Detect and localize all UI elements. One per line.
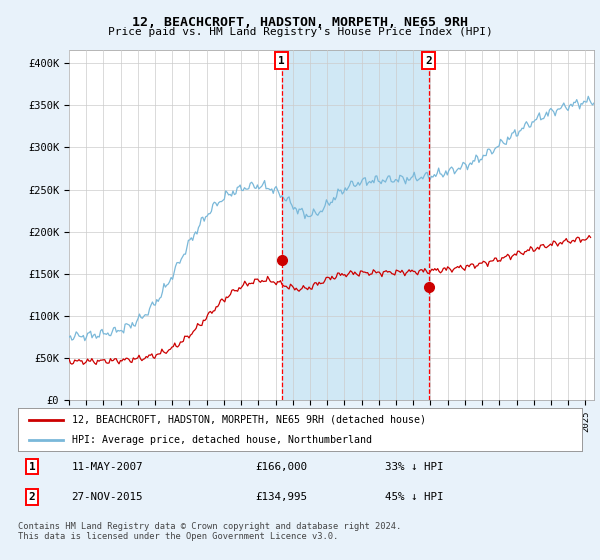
Text: 33% ↓ HPI: 33% ↓ HPI: [385, 461, 443, 472]
Text: 27-NOV-2015: 27-NOV-2015: [71, 492, 143, 502]
Text: Contains HM Land Registry data © Crown copyright and database right 2024.
This d: Contains HM Land Registry data © Crown c…: [18, 522, 401, 542]
Text: 2: 2: [29, 492, 35, 502]
Bar: [282, 50, 429, 400]
Text: 2: 2: [425, 55, 432, 66]
Text: Price paid vs. HM Land Registry's House Price Index (HPI): Price paid vs. HM Land Registry's House …: [107, 27, 493, 37]
Text: 12, BEACHCROFT, HADSTON, MORPETH, NE65 9RH: 12, BEACHCROFT, HADSTON, MORPETH, NE65 9…: [132, 16, 468, 29]
Text: 1: 1: [278, 55, 285, 66]
Text: £166,000: £166,000: [255, 461, 307, 472]
Text: 12, BEACHCROFT, HADSTON, MORPETH, NE65 9RH (detached house): 12, BEACHCROFT, HADSTON, MORPETH, NE65 9…: [71, 415, 425, 424]
Text: 1: 1: [29, 461, 35, 472]
Text: £134,995: £134,995: [255, 492, 307, 502]
Text: 45% ↓ HPI: 45% ↓ HPI: [385, 492, 443, 502]
Text: HPI: Average price, detached house, Northumberland: HPI: Average price, detached house, Nort…: [71, 435, 371, 445]
Text: 11-MAY-2007: 11-MAY-2007: [71, 461, 143, 472]
